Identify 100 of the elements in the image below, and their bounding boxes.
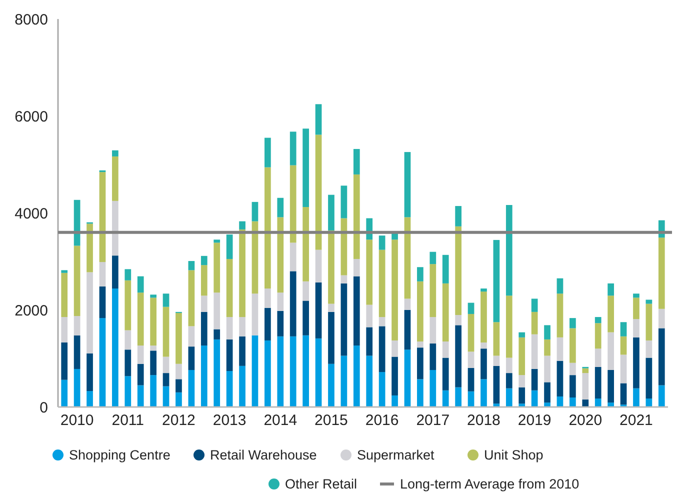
legend-label: Other Retail <box>285 476 358 492</box>
bar <box>608 370 614 403</box>
bar <box>252 202 258 222</box>
bar <box>176 379 182 392</box>
bar <box>302 300 309 336</box>
bar <box>188 370 195 407</box>
bar <box>277 292 284 311</box>
bar <box>531 334 538 369</box>
bar <box>86 353 93 392</box>
bar <box>150 346 156 351</box>
bar <box>646 300 652 304</box>
bar <box>124 376 132 407</box>
bar <box>633 298 640 320</box>
bar <box>353 148 360 174</box>
bar <box>200 256 208 266</box>
bar <box>378 317 386 326</box>
bar <box>518 404 526 407</box>
bar <box>480 288 487 292</box>
bar <box>518 332 526 338</box>
bar <box>531 390 538 407</box>
bar <box>252 294 258 336</box>
bar <box>99 286 106 318</box>
bar <box>518 387 526 404</box>
bar <box>506 296 512 358</box>
bar <box>61 270 68 273</box>
bar <box>556 294 564 338</box>
x-tick-label: 2014 <box>264 412 298 429</box>
bar <box>608 296 614 332</box>
bar <box>214 292 220 330</box>
bar <box>239 366 246 407</box>
bar <box>658 238 665 309</box>
bar <box>518 375 526 388</box>
bar <box>302 207 309 282</box>
bar <box>302 281 309 301</box>
bar <box>442 390 449 407</box>
bar <box>353 174 360 259</box>
bar <box>61 272 68 318</box>
bar <box>582 373 589 400</box>
bar <box>239 317 246 336</box>
bar <box>417 281 424 342</box>
bar <box>200 296 208 312</box>
bar <box>137 364 144 386</box>
bar <box>468 302 474 314</box>
bar <box>99 318 106 407</box>
bar <box>455 325 462 388</box>
bar <box>480 342 487 349</box>
y-tick-label: 4000 <box>14 205 48 222</box>
bar <box>162 373 170 386</box>
bar <box>493 356 500 366</box>
bar <box>150 350 156 376</box>
bar <box>633 388 640 407</box>
bar <box>468 352 474 368</box>
bar <box>430 317 436 344</box>
bar <box>556 278 564 294</box>
x-tick-label: 2018 <box>467 412 500 429</box>
bar <box>442 358 449 390</box>
bar <box>404 310 411 350</box>
bar <box>646 340 652 358</box>
bar <box>214 240 220 243</box>
bar <box>404 350 411 407</box>
bar <box>61 342 68 380</box>
bar <box>264 167 271 289</box>
bar <box>608 402 614 407</box>
bar <box>646 304 652 340</box>
bar <box>214 339 220 407</box>
bar <box>340 275 348 284</box>
bar <box>340 356 348 407</box>
bar <box>455 226 462 315</box>
bar <box>112 156 118 201</box>
bar <box>620 322 627 336</box>
x-tick-label: 2020 <box>568 412 602 429</box>
bar <box>658 385 665 407</box>
bar <box>608 332 614 370</box>
bar <box>226 258 233 318</box>
bar <box>556 337 564 361</box>
bar <box>531 312 538 334</box>
y-tick-label: 0 <box>40 399 48 416</box>
bar <box>315 250 322 282</box>
bar <box>264 138 271 168</box>
bar <box>277 310 284 336</box>
bar <box>86 391 93 407</box>
bar <box>290 242 296 272</box>
bar <box>570 362 576 376</box>
bar <box>417 341 424 348</box>
bar <box>137 346 144 364</box>
bar <box>506 388 512 407</box>
bar <box>99 262 106 286</box>
bar <box>417 348 424 380</box>
bar <box>137 292 144 346</box>
bar <box>290 165 296 243</box>
bar <box>658 308 665 328</box>
bar <box>214 242 220 293</box>
bar <box>506 358 512 374</box>
bar <box>340 186 348 218</box>
bar <box>531 298 538 312</box>
x-tick-label: 2019 <box>518 412 552 429</box>
bar <box>404 152 411 218</box>
legend-label: Shopping Centre <box>69 448 170 463</box>
bar <box>455 206 462 226</box>
bar <box>378 250 386 318</box>
